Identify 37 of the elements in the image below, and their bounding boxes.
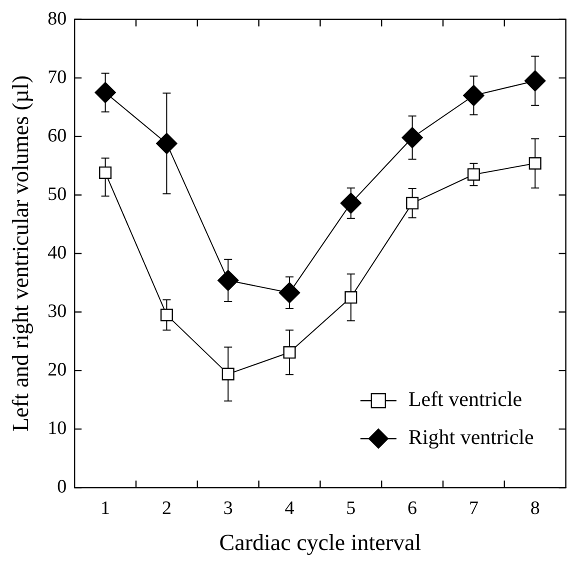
y-tick-label: 40	[48, 242, 67, 264]
point	[278, 282, 300, 304]
point	[467, 168, 480, 181]
y-tick-label: 70	[48, 66, 67, 88]
x-axis-title: Cardiac cycle interval	[219, 530, 422, 556]
y-tick-label: 20	[48, 360, 67, 381]
y-tick-label: 30	[48, 301, 67, 322]
point	[283, 346, 296, 359]
point	[160, 308, 173, 322]
y-tick-label: 80	[48, 8, 67, 30]
x-tick-label: 2	[162, 498, 172, 519]
point	[524, 70, 546, 92]
point	[94, 82, 116, 104]
point	[222, 368, 234, 380]
point	[344, 291, 358, 304]
point	[528, 157, 542, 170]
point	[99, 166, 112, 179]
y-axis-title: Left and right ventricular volumes (µl)	[8, 75, 33, 432]
y-tick-label: 50	[48, 184, 67, 205]
y-tick-label: 60	[48, 125, 67, 146]
x-tick-label: 1	[100, 498, 110, 519]
legend-label: Left ventricle	[408, 387, 522, 412]
x-tick-label: 6	[408, 498, 418, 519]
y-tick-label: 0	[57, 476, 67, 498]
x-tick-label: 7	[468, 498, 478, 519]
point	[156, 132, 178, 154]
legend-label: Right ventricle	[408, 425, 534, 450]
x-tick-label: 5	[346, 498, 356, 519]
point	[463, 84, 484, 106]
point	[406, 196, 419, 210]
point	[340, 192, 362, 214]
x-tick-label: 3	[223, 498, 233, 519]
x-tick-label: 8	[530, 498, 540, 519]
y-tick-label: 10	[48, 418, 67, 440]
point	[218, 270, 239, 292]
point	[402, 127, 423, 148]
x-tick-label: 4	[284, 498, 295, 519]
